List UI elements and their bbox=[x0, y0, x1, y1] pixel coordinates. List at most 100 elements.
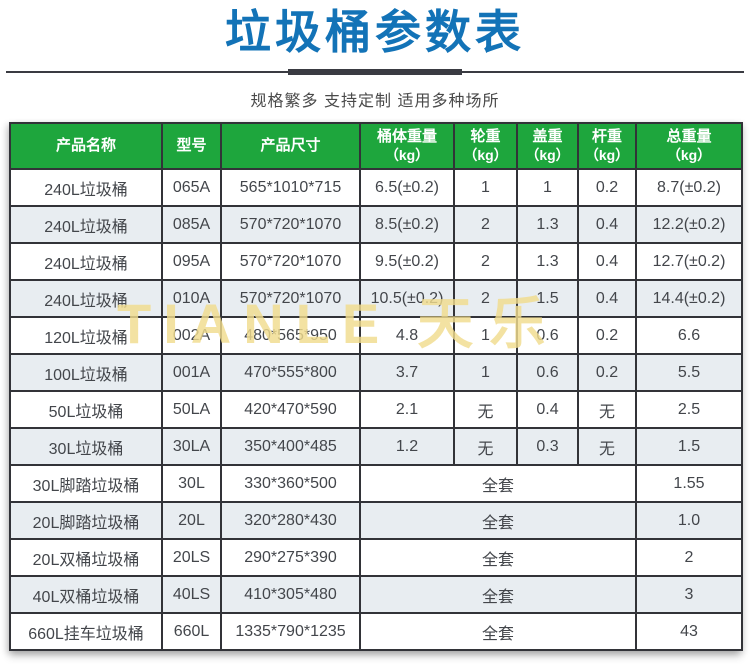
model-cell: 20LS bbox=[161, 538, 222, 577]
lid-weight-cell: 0.6 bbox=[516, 353, 579, 392]
product-name-cell: 240L垃圾桶 bbox=[9, 205, 163, 244]
column-header-unit: （kg） bbox=[666, 146, 712, 163]
product-name-cell: 20L脚踏垃圾桶 bbox=[9, 501, 163, 540]
lid-weight-cell: 0.4 bbox=[516, 390, 579, 429]
model-cell: 20L bbox=[161, 501, 222, 540]
column-header-unit: （kg） bbox=[384, 146, 430, 163]
model-cell: 50LA bbox=[161, 390, 222, 429]
column-header-label: 型号 bbox=[176, 136, 207, 154]
total-weight-cell: 12.2(±0.2) bbox=[635, 205, 743, 244]
model-cell: 30L bbox=[161, 464, 222, 503]
column-header-model: 型号 bbox=[161, 122, 222, 170]
table-row: 120L垃圾桶 002A 480*565*950 4.8 1 0.6 0.2 6.6 bbox=[9, 316, 743, 355]
full-set-cell: 全套 bbox=[359, 538, 637, 577]
model-cell: 065A bbox=[161, 168, 222, 207]
table-row: 240L垃圾桶 095A 570*720*1070 9.5(±0.2) 2 1.3 0.4 1… bbox=[9, 242, 743, 281]
rod-weight-cell: 0.4 bbox=[577, 205, 637, 244]
rod-weight-cell: 0.2 bbox=[577, 353, 637, 392]
lid-weight-cell: 1.3 bbox=[516, 205, 579, 244]
model-cell: 010A bbox=[161, 279, 222, 318]
table-row: 30L脚踏垃圾桶 30L 330*360*500 全套 1.55 bbox=[9, 464, 743, 503]
product-name-cell: 40L双桶垃圾桶 bbox=[9, 575, 163, 614]
model-cell: 001A bbox=[161, 353, 222, 392]
size-cell: 290*275*390 bbox=[220, 538, 361, 577]
model-cell: 30LA bbox=[161, 427, 222, 466]
column-header-unit: （kg） bbox=[584, 146, 630, 163]
lid-weight-cell: 1 bbox=[516, 168, 579, 207]
size-cell: 410*305*480 bbox=[220, 575, 361, 614]
size-cell: 330*360*500 bbox=[220, 464, 361, 503]
product-name-cell: 100L垃圾桶 bbox=[9, 353, 163, 392]
body-weight-cell: 4.8 bbox=[359, 316, 455, 355]
divider-center-segment bbox=[288, 69, 462, 75]
body-weight-cell: 6.5(±0.2) bbox=[359, 168, 455, 207]
column-header-wheel-weight: 轮重 （kg） bbox=[453, 122, 518, 170]
wheel-weight-cell: 1 bbox=[453, 353, 518, 392]
body-weight-cell: 1.2 bbox=[359, 427, 455, 466]
rod-weight-cell: 0.2 bbox=[577, 168, 637, 207]
size-cell: 570*720*1070 bbox=[220, 279, 361, 318]
column-header-label: 杆重 bbox=[591, 127, 622, 145]
table-row: 240L垃圾桶 010A 570*720*1070 10.5(±0.2) 2 1.5 0.4… bbox=[9, 279, 743, 318]
product-name-cell: 660L挂车垃圾桶 bbox=[9, 612, 163, 651]
table-header: 产品名称 型号 产品尺寸 桶体重量 （kg） 轮重 （kg） 盖重 （kg） 杆重 （kg） 总重量（… bbox=[9, 122, 743, 170]
column-header-lid-weight: 盖重 （kg） bbox=[516, 122, 579, 170]
spec-table: 产品名称 型号 产品尺寸 桶体重量 （kg） 轮重 （kg） 盖重 （kg） 杆重 （kg） 总重量（… bbox=[9, 122, 743, 651]
body-weight-cell: 8.5(±0.2) bbox=[359, 205, 455, 244]
model-cell: 660L bbox=[161, 612, 222, 651]
column-header-label: 总重量 bbox=[666, 127, 712, 145]
total-weight-cell: 1.5 bbox=[635, 427, 743, 466]
column-header-label: 轮重 bbox=[470, 127, 501, 145]
column-header-label: 产品名称 bbox=[55, 136, 116, 154]
wheel-weight-cell: 2 bbox=[453, 205, 518, 244]
product-name-cell: 240L垃圾桶 bbox=[9, 242, 163, 281]
table-body: 240L垃圾桶 065A 565*1010*715 6.5(±0.2) 1 1 0.2 8.7… bbox=[9, 168, 743, 651]
rod-weight-cell: 无 bbox=[577, 390, 637, 429]
total-weight-cell: 6.6 bbox=[635, 316, 743, 355]
total-weight-cell: 8.7(±0.2) bbox=[635, 168, 743, 207]
table-row: 660L挂车垃圾桶 660L 1335*790*1235 全套 43 bbox=[9, 612, 743, 651]
table-row: 240L垃圾桶 065A 565*1010*715 6.5(±0.2) 1 1 0.2 8.7… bbox=[9, 168, 743, 207]
body-weight-cell: 10.5(±0.2) bbox=[359, 279, 455, 318]
spec-table-wrap: 产品名称 型号 产品尺寸 桶体重量 （kg） 轮重 （kg） 盖重 （kg） 杆重 （kg） 总重量（… bbox=[9, 122, 743, 651]
page-title: 垃圾桶参数表 bbox=[225, 6, 525, 58]
size-cell: 570*720*1070 bbox=[220, 242, 361, 281]
total-weight-cell: 43 bbox=[635, 612, 743, 651]
model-cell: 40LS bbox=[161, 575, 222, 614]
rod-weight-cell: 0.4 bbox=[577, 242, 637, 281]
full-set-cell: 全套 bbox=[359, 464, 637, 503]
wheel-weight-cell: 无 bbox=[453, 427, 518, 466]
title-divider bbox=[6, 68, 744, 76]
size-cell: 570*720*1070 bbox=[220, 205, 361, 244]
page-subtitle: 规格繁多 支持定制 适用多种场所 bbox=[250, 93, 500, 110]
rod-weight-cell: 0.4 bbox=[577, 279, 637, 318]
product-spec-page: 垃圾桶参数表 规格繁多 支持定制 适用多种场所 产品名称 型号 产品尺寸 桶体重量 （k… bbox=[0, 4, 750, 664]
full-set-cell: 全套 bbox=[359, 612, 637, 651]
total-weight-cell: 3 bbox=[635, 575, 743, 614]
product-name-cell: 240L垃圾桶 bbox=[9, 279, 163, 318]
full-set-cell: 全套 bbox=[359, 501, 637, 540]
wheel-weight-cell: 1 bbox=[453, 316, 518, 355]
body-weight-cell: 2.1 bbox=[359, 390, 455, 429]
table-row: 20L双桶垃圾桶 20LS 290*275*390 全套 2 bbox=[9, 538, 743, 577]
column-header-body-weight: 桶体重量 （kg） bbox=[359, 122, 455, 170]
lid-weight-cell: 1.5 bbox=[516, 279, 579, 318]
table-row: 30L垃圾桶 30LA 350*400*485 1.2 无 0.3 无 1.5 bbox=[9, 427, 743, 466]
column-header-size: 产品尺寸 bbox=[220, 122, 361, 170]
product-name-cell: 30L脚踏垃圾桶 bbox=[9, 464, 163, 503]
size-cell: 350*400*485 bbox=[220, 427, 361, 466]
body-weight-cell: 9.5(±0.2) bbox=[359, 242, 455, 281]
total-weight-cell: 1.55 bbox=[635, 464, 743, 503]
column-header-label: 盖重 bbox=[532, 127, 563, 145]
full-set-cell: 全套 bbox=[359, 575, 637, 614]
header-row: 产品名称 型号 产品尺寸 桶体重量 （kg） 轮重 （kg） 盖重 （kg） 杆重 （kg） 总重量（… bbox=[9, 122, 743, 170]
wheel-weight-cell: 2 bbox=[453, 279, 518, 318]
size-cell: 1335*790*1235 bbox=[220, 612, 361, 651]
table-row: 40L双桶垃圾桶 40LS 410*305*480 全套 3 bbox=[9, 575, 743, 614]
table-row: 50L垃圾桶 50LA 420*470*590 2.1 无 0.4 无 2.5 bbox=[9, 390, 743, 429]
wheel-weight-cell: 无 bbox=[453, 390, 518, 429]
total-weight-cell: 5.5 bbox=[635, 353, 743, 392]
wheel-weight-cell: 2 bbox=[453, 242, 518, 281]
product-name-cell: 50L垃圾桶 bbox=[9, 390, 163, 429]
size-cell: 480*565*950 bbox=[220, 316, 361, 355]
